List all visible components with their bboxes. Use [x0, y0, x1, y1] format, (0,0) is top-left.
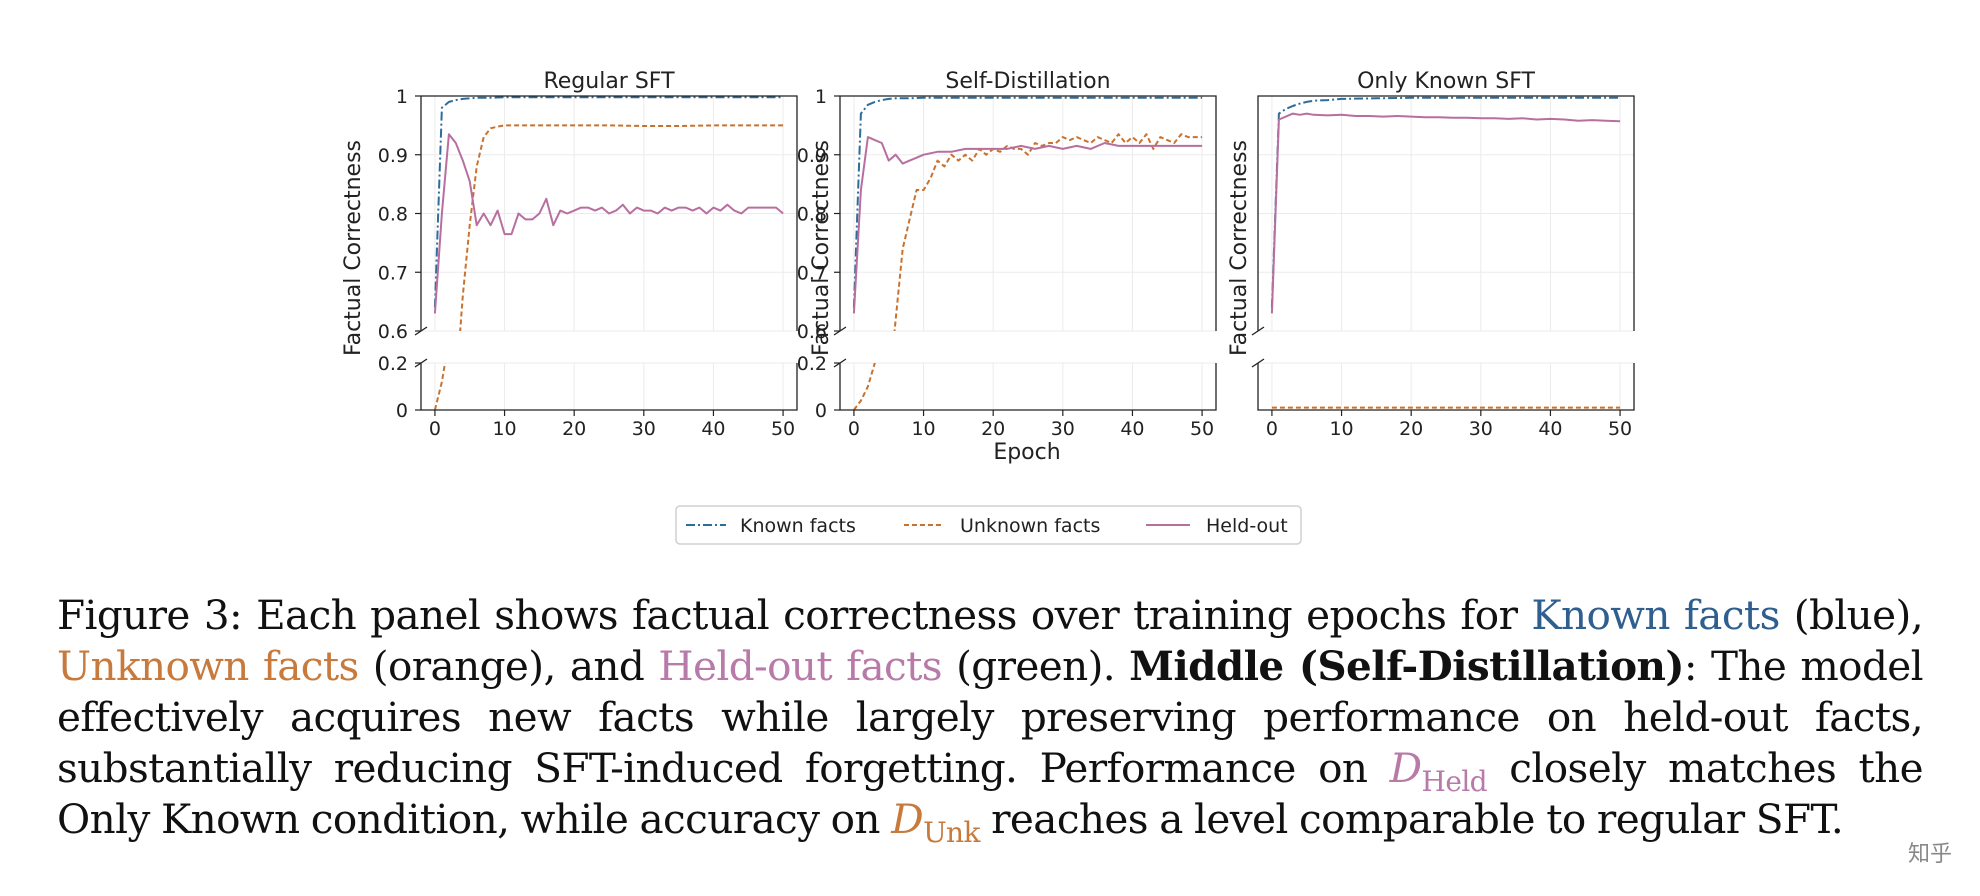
caption-text-3: (orange), and: [358, 642, 659, 690]
legend: Known facts Unknown facts Held-out: [675, 505, 1302, 545]
caption-known-facts: Known facts: [1531, 591, 1780, 639]
y-axis-label: Factual Correctness: [1227, 140, 1252, 356]
y-tick-label: 1: [815, 86, 827, 108]
x-tick-label: 10: [492, 418, 516, 440]
y-tick-label: 0.7: [797, 262, 827, 284]
caption-text-6: closely matches the Only Known condition…: [57, 744, 1924, 843]
x-tick-label: 40: [1538, 418, 1562, 440]
x-tick-label: 30: [632, 418, 656, 440]
legend-known-label: Known facts: [740, 515, 856, 537]
y-axis-label: Factual Correctness: [341, 140, 366, 356]
caption-intro: Figure 3: Each panel shows factual corre…: [57, 591, 1532, 639]
series-line-known-facts-upper: [852, 96, 1203, 308]
caption-d-unk: DUnk: [891, 795, 980, 847]
y-tick-label: 0.7: [378, 262, 408, 284]
caption-heldout-facts: Held-out facts: [658, 642, 942, 690]
legend-held-label: Held-out: [1206, 515, 1288, 537]
axes-frame-lower: [1257, 363, 1635, 411]
caption-text-5: : The model effectively acquires new fac…: [57, 642, 1924, 792]
caption-text-2: (blue),: [1779, 591, 1924, 639]
axes-frame-upper: [1257, 95, 1635, 331]
y-tick-label: 0.9: [797, 145, 827, 167]
caption-text-4: (green).: [942, 642, 1130, 690]
series-line-unknown-facts-lower: [853, 363, 876, 410]
x-tick-label: 0: [848, 418, 860, 440]
y-tick-label: 1: [396, 86, 408, 108]
series-line-known-facts-lower: [1272, 176, 1620, 260]
x-tick-label: 10: [911, 418, 935, 440]
series-line-held-out-lower: [1272, 182, 1620, 262]
y-tick-label: 0.2: [378, 353, 408, 375]
series-line-known-facts-lower: [854, 176, 1202, 260]
y-tick-label: 0: [815, 400, 827, 422]
caption-d-held: DHeld: [1389, 744, 1488, 796]
y-tick-label: 0.8: [378, 204, 408, 226]
axes-frame-lower: [839, 363, 1217, 411]
series-line-held-out-upper: [433, 133, 784, 314]
series-line-held-out-lower: [854, 191, 1202, 262]
x-tick-label: 0: [1266, 418, 1278, 440]
y-tick-label: 0.6: [797, 321, 827, 343]
panel-2: 0 10 20 30 40 50 Only Known SFT Factual Correct…: [1227, 69, 1635, 440]
x-tick-label: 20: [981, 418, 1005, 440]
series-line-known-facts-upper: [433, 96, 784, 308]
x-tick-label: 10: [1329, 418, 1353, 440]
caption-d-unk-symbol: D: [891, 795, 924, 843]
series-line-held-out-upper: [852, 136, 1203, 314]
watermark: 知乎: [1899, 834, 1960, 870]
axis-break-mark: [1251, 326, 1265, 336]
series-line-unknown-facts-upper: [459, 124, 784, 331]
x-tick-label: 40: [1120, 418, 1144, 440]
series-line-held-out-lower: [435, 190, 783, 262]
x-tick-label: 40: [701, 418, 725, 440]
axis-break-mark: [1251, 358, 1265, 368]
x-tick-label: 50: [1190, 418, 1214, 440]
legend-frame: [675, 505, 1302, 545]
series-line-known-facts-upper: [1270, 96, 1621, 308]
y-tick-label: 0.9: [378, 145, 408, 167]
caption-d-held-symbol: D: [1389, 744, 1422, 792]
caption-d-unk-sub: Unk: [923, 816, 980, 849]
panel-title: Only Known SFT: [1357, 69, 1535, 94]
y-axis-label: Factual Correctness: [809, 140, 834, 356]
x-tick-label: 30: [1469, 418, 1493, 440]
x-tick-label: 50: [1608, 418, 1632, 440]
caption-text-7: reaches a level comparable to regular SF…: [979, 795, 1844, 843]
y-tick-label: 0: [396, 400, 408, 422]
axes-frame-lower: [420, 363, 798, 411]
x-tick-label: 50: [771, 418, 795, 440]
y-tick-label: 0.6: [378, 321, 408, 343]
y-tick-label: 0.2: [797, 353, 827, 375]
series-line-held-out-upper: [1270, 112, 1621, 314]
x-tick-label: 30: [1051, 418, 1075, 440]
legend-unknown-label: Unknown facts: [960, 515, 1100, 537]
panel-title: Regular SFT: [543, 69, 675, 94]
y-tick-label: 0.8: [797, 204, 827, 226]
caption-unknown-facts: Unknown facts: [57, 642, 359, 690]
panel-title: Self-Distillation: [945, 69, 1110, 94]
figure-caption: Figure 3: Each panel shows factual corre…: [57, 590, 1924, 847]
x-axis-label: Epoch: [993, 440, 1060, 465]
x-tick-label: 20: [1399, 418, 1423, 440]
x-tick-label: 20: [562, 418, 586, 440]
caption-bold-middle: Middle (Self-Distillation): [1129, 642, 1684, 690]
series-line-unknown-facts-upper: [893, 133, 1203, 331]
caption-d-held-sub: Held: [1421, 765, 1488, 798]
x-tick-label: 0: [429, 418, 441, 440]
panel-1: 0 10 20 30 40 500.60.70.80.9100.2Self-Distill…: [797, 69, 1217, 440]
